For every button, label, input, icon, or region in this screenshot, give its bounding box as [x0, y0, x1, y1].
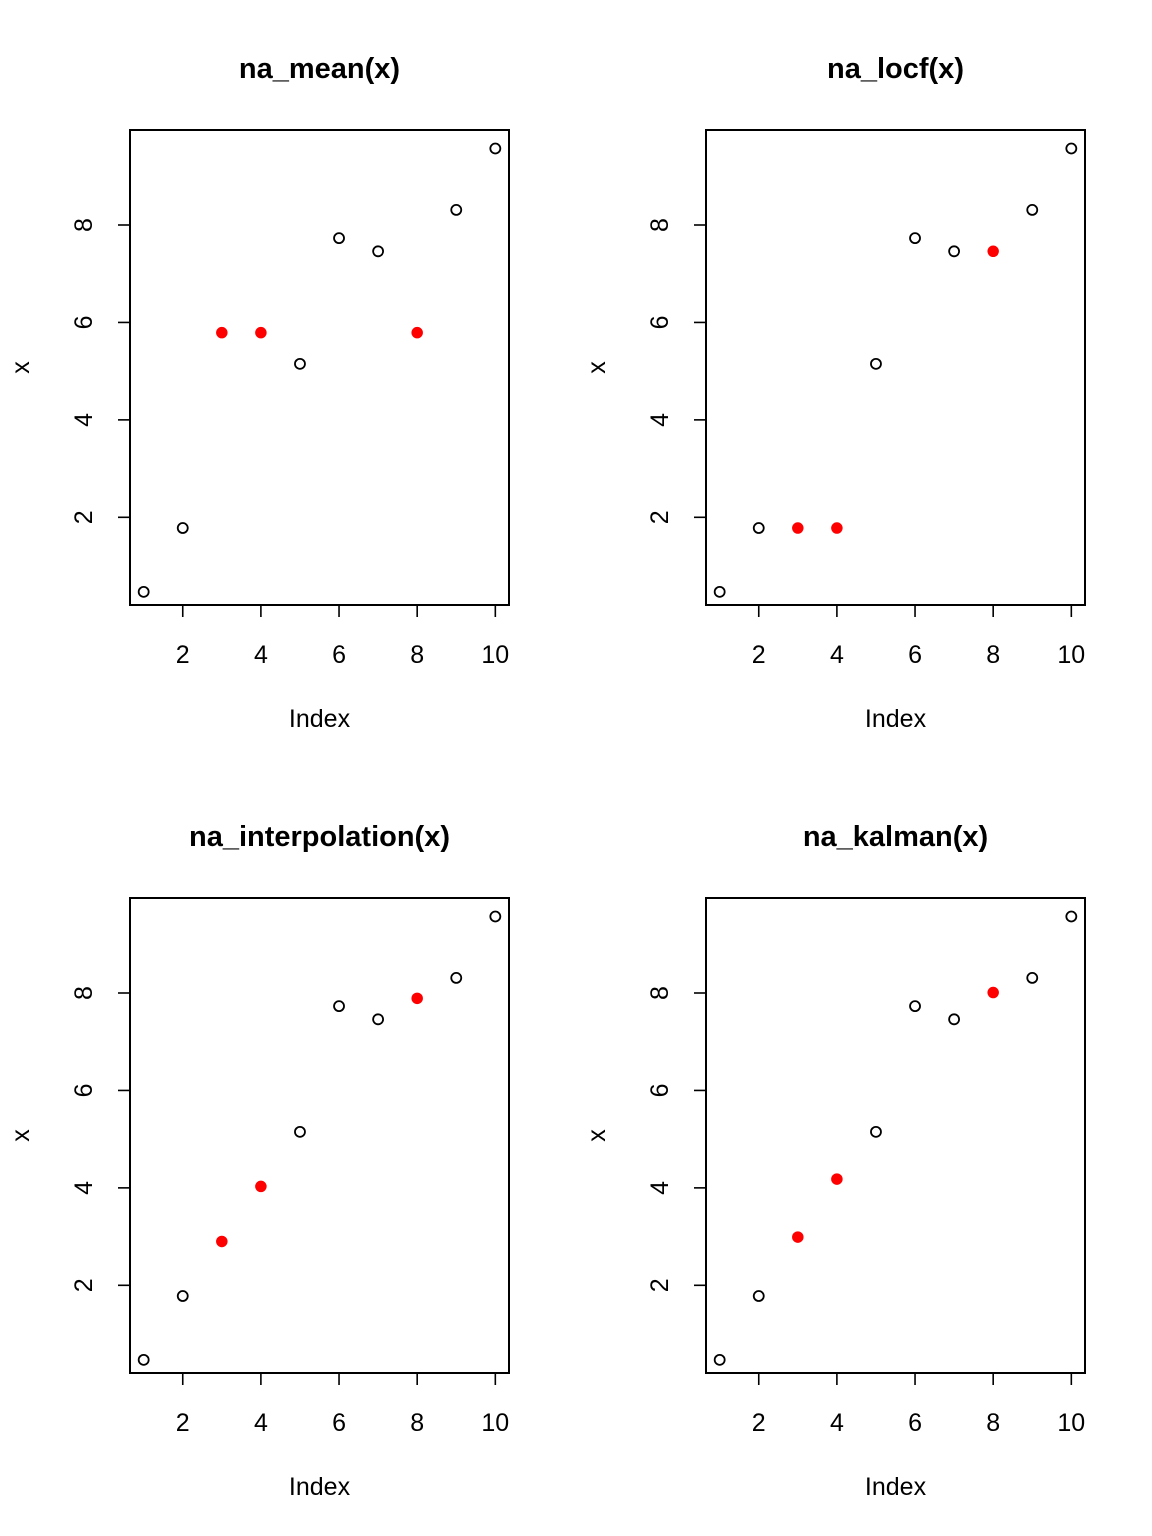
y-tick-label: 4 — [646, 1181, 674, 1195]
y-tick-label: 4 — [646, 413, 674, 427]
observed-point — [909, 232, 921, 245]
chart-title: na_interpolation(x) — [189, 821, 450, 853]
observed-point — [372, 1013, 385, 1026]
imputed-point — [987, 245, 999, 258]
y-tick-label: 4 — [70, 413, 98, 427]
y-tick-label: 6 — [646, 315, 674, 329]
observed-point — [752, 522, 765, 534]
observed-point — [489, 142, 502, 155]
x-tick-label: 8 — [986, 1409, 1000, 1437]
observed-point — [948, 1013, 961, 1026]
observed-point — [870, 357, 882, 370]
observed-point — [294, 1125, 306, 1138]
imputed-point — [831, 522, 843, 534]
plot-frame — [129, 897, 510, 1374]
chart-panel-2: na_locf(x) 2 4 6 8 10 2 4 6 8 Index x — [583, 53, 1086, 733]
x-tick-label: 10 — [1057, 1409, 1085, 1437]
x-tick-label: 2 — [176, 641, 190, 669]
y-tick-label: 8 — [646, 218, 674, 232]
observed-point — [294, 357, 306, 370]
y-axis-label: x — [583, 1129, 611, 1142]
observed-point — [1065, 910, 1078, 923]
x-axis-label: Index — [289, 1473, 351, 1501]
imputed-point — [792, 1231, 804, 1243]
imputed-point — [411, 326, 423, 339]
imputed-point — [255, 1180, 267, 1193]
x-tick-label: 10 — [1057, 641, 1085, 669]
observed-point — [870, 1125, 882, 1138]
x-tick-label: 4 — [254, 641, 268, 669]
observed-point — [489, 910, 502, 923]
observed-point — [450, 971, 463, 984]
observed-point — [450, 203, 463, 216]
x-tick-label: 2 — [752, 641, 766, 669]
y-tick-label: 4 — [70, 1181, 98, 1195]
x-tick-label: 4 — [254, 1409, 268, 1437]
imputed-point — [411, 992, 423, 1005]
x-tick-label: 6 — [908, 1409, 922, 1437]
plot-frame — [129, 129, 510, 606]
imputed-point — [831, 1173, 843, 1185]
observed-point — [752, 1290, 765, 1302]
x-axis-label: Index — [865, 1473, 927, 1501]
observed-point — [333, 1000, 345, 1013]
observed-point — [333, 232, 345, 245]
y-tick-label: 2 — [646, 1278, 674, 1292]
observed-point — [137, 585, 150, 598]
observed-point — [713, 585, 726, 598]
observed-point — [948, 245, 961, 258]
x-tick-label: 10 — [481, 641, 509, 669]
y-tick-label: 8 — [646, 986, 674, 1000]
x-axis-label: Index — [289, 705, 351, 733]
x-tick-label: 8 — [410, 1409, 424, 1437]
x-tick-label: 2 — [752, 1409, 766, 1437]
observed-point — [176, 522, 189, 534]
x-tick-label: 4 — [830, 1409, 844, 1437]
x-tick-label: 6 — [332, 641, 346, 669]
observed-point — [137, 1353, 150, 1366]
observed-point — [713, 1353, 726, 1366]
y-tick-label: 6 — [70, 315, 98, 329]
x-tick-label: 6 — [332, 1409, 346, 1437]
x-tick-label: 8 — [986, 641, 1000, 669]
x-axis-label: Index — [865, 705, 927, 733]
plot-frame — [705, 129, 1086, 606]
y-axis-label: x — [583, 361, 611, 374]
x-tick-label: 4 — [830, 641, 844, 669]
chart-title: na_kalman(x) — [803, 821, 988, 853]
x-tick-label: 10 — [481, 1409, 509, 1437]
imputed-point — [216, 1235, 228, 1248]
observed-point — [1065, 142, 1078, 155]
y-axis-label: x — [7, 1129, 35, 1142]
chart-title: na_locf(x) — [827, 53, 964, 85]
imputed-point — [255, 326, 267, 339]
chart-panel-3: na_interpolation(x) 2 4 6 8 10 2 4 6 8 Index x — [7, 821, 510, 1501]
plot-frame — [705, 897, 1086, 1374]
imputed-point — [792, 522, 804, 534]
y-tick-label: 2 — [646, 510, 674, 524]
x-tick-label: 6 — [908, 641, 922, 669]
y-tick-label: 8 — [70, 986, 98, 1000]
observed-point — [909, 1000, 921, 1013]
imputed-point — [216, 326, 228, 339]
observed-point — [372, 245, 385, 258]
y-tick-label: 6 — [646, 1083, 674, 1097]
observed-point — [176, 1290, 189, 1302]
observed-point — [1026, 971, 1039, 984]
y-tick-label: 6 — [70, 1083, 98, 1097]
y-tick-label: 8 — [70, 218, 98, 232]
y-tick-label: 2 — [70, 1278, 98, 1292]
x-tick-label: 2 — [176, 1409, 190, 1437]
y-axis-label: x — [7, 361, 35, 374]
chart-panel-4: na_kalman(x) 2 4 6 8 10 2 4 6 8 Index x — [583, 821, 1086, 1501]
y-tick-label: 2 — [70, 510, 98, 524]
x-tick-label: 8 — [410, 641, 424, 669]
chart-panel-1: na_mean(x) 2 4 6 8 10 2 4 6 8 Index x — [7, 53, 510, 733]
observed-point — [1026, 203, 1039, 216]
imputed-point — [987, 986, 999, 999]
chart-title: na_mean(x) — [239, 53, 400, 85]
